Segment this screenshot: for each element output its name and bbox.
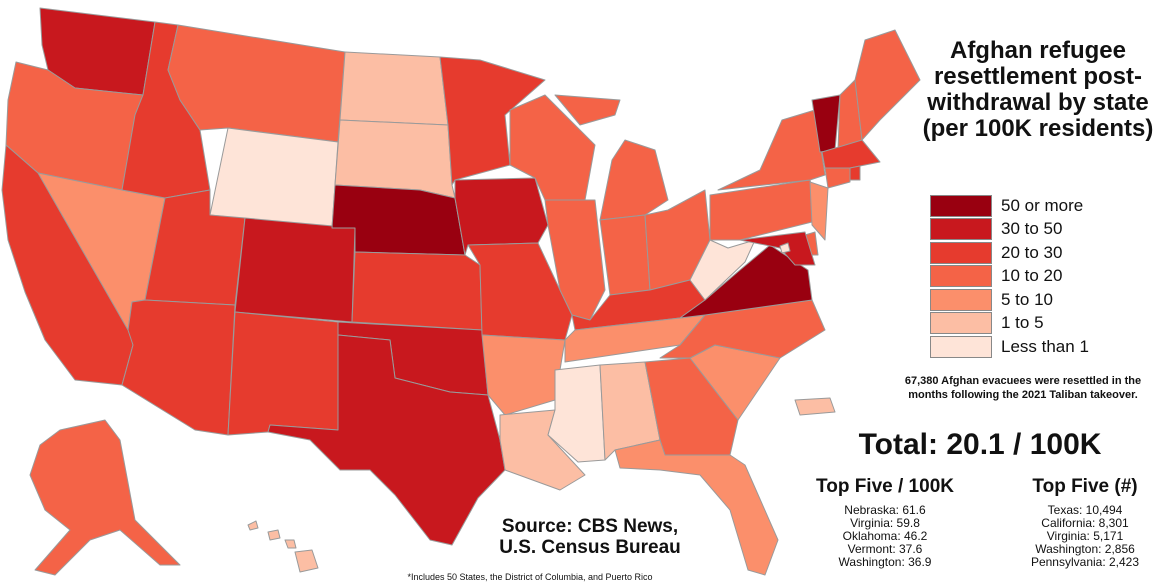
legend-item: 30 to 50 [930, 218, 1089, 242]
legend-swatch [930, 312, 992, 335]
legend-swatch [930, 194, 992, 217]
top-five-count-heading: Top Five (#) [1032, 476, 1138, 497]
legend-swatch [930, 218, 992, 241]
legend-label: 10 to 20 [1001, 266, 1063, 286]
list-item: Pennsylvania: 2,423 [1030, 555, 1140, 569]
map-title: Afghan refugee resettlement post-withdra… [922, 37, 1154, 142]
list-item: Oklahoma: 46.2 [842, 529, 928, 543]
state-arkansas [481, 334, 566, 416]
source-credit: Source: CBS News, U.S. Census Bureau [470, 516, 710, 558]
legend-item: 5 to 10 [930, 288, 1089, 312]
total-rate: Total: 20.1 / 100K [858, 428, 1102, 461]
top-five-rate-heading: Top Five / 100K [816, 476, 954, 497]
top-five-count: Top Five (#) Texas: 10,494 California: 8… [1010, 476, 1160, 569]
list-item: Washington: 2,856 [1035, 542, 1135, 556]
list-item: Nebraska: 61.6 [844, 503, 926, 517]
state-wyoming [209, 127, 339, 229]
list-item: Washington: 36.9 [838, 555, 932, 569]
legend-item: 50 or more [930, 194, 1089, 218]
legend-label: 1 to 5 [1001, 313, 1044, 333]
state-missouri [467, 242, 573, 341]
state-puerto-rico [794, 397, 836, 416]
list-item: California: 8,301 [1041, 516, 1129, 530]
legend-label: 30 to 50 [1001, 219, 1063, 239]
state-hawaii [247, 520, 319, 573]
legend-label: 5 to 10 [1001, 289, 1053, 309]
legend-label: Less than 1 [1001, 336, 1089, 356]
legend-label: 50 or more [1001, 195, 1084, 215]
legend-swatch [930, 241, 992, 264]
state-connecticut [824, 167, 851, 189]
list-item: Virginia: 59.8 [850, 516, 920, 530]
legend-item: 10 to 20 [930, 265, 1089, 289]
state-new-jersey [809, 181, 829, 241]
state-rhode-island [849, 165, 861, 181]
list-item: Texas: 10,494 [1047, 503, 1123, 517]
state-pennsylvania [709, 179, 821, 241]
legend: 50 or more 30 to 50 20 to 30 10 to 20 5 … [930, 194, 1089, 359]
state-maryland [739, 231, 816, 266]
state-texas [267, 334, 506, 546]
source-line-2: U.S. Census Bureau [499, 537, 681, 558]
state-kansas [351, 251, 483, 331]
legend-label: 20 to 30 [1001, 242, 1063, 262]
state-colorado [234, 217, 356, 323]
list-item: Virginia: 5,171 [1046, 529, 1124, 543]
state-north-dakota [339, 51, 449, 126]
evacuee-note: 67,380 Afghan evacuees were resettled in… [904, 375, 1142, 401]
footnote: *Includes 50 States, the District of Col… [407, 572, 653, 582]
state-alaska [29, 419, 181, 576]
legend-swatch [930, 335, 992, 358]
state-dc [779, 242, 791, 254]
top-five-rate: Top Five / 100K Nebraska: 61.6 Virginia:… [800, 476, 970, 569]
legend-item: 1 to 5 [930, 312, 1089, 336]
legend-item: Less than 1 [930, 335, 1089, 359]
state-florida [614, 439, 779, 576]
list-item: Vermont: 37.6 [847, 542, 923, 556]
state-new-mexico [227, 311, 339, 436]
legend-item: 20 to 30 [930, 241, 1089, 265]
legend-swatch [930, 288, 992, 311]
legend-swatch [930, 265, 992, 288]
state-massachusetts [821, 139, 881, 169]
source-line-1: Source: CBS News, [501, 516, 679, 537]
